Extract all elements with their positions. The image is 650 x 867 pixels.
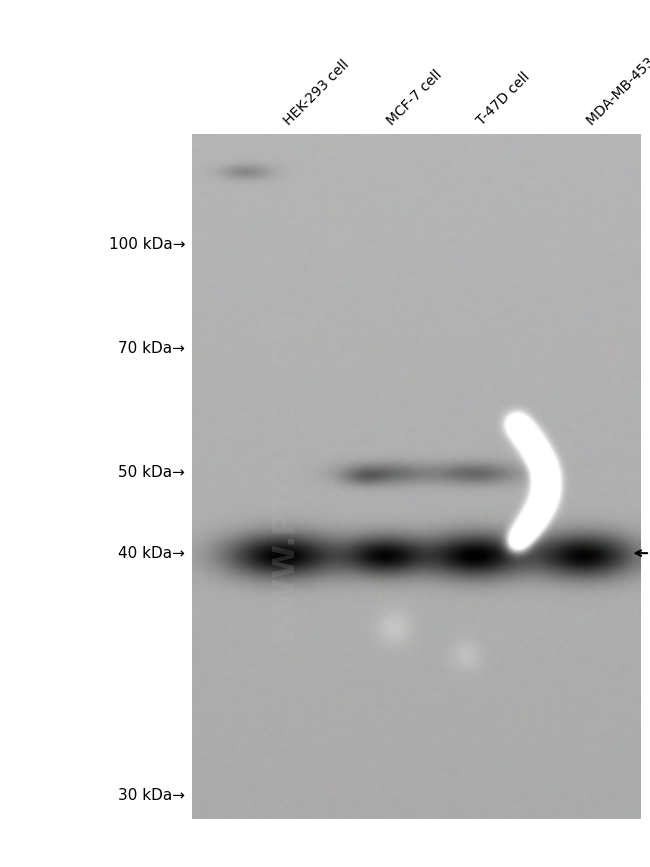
Text: T-47D cell: T-47D cell xyxy=(474,70,533,128)
Text: MDA-MB-453s cell: MDA-MB-453s cell xyxy=(584,30,650,128)
Text: 30 kDa→: 30 kDa→ xyxy=(118,787,185,803)
Text: 50 kDa→: 50 kDa→ xyxy=(118,465,185,480)
Text: MCF-7 cell: MCF-7 cell xyxy=(385,68,445,128)
Text: 40 kDa→: 40 kDa→ xyxy=(118,545,185,561)
Text: 70 kDa→: 70 kDa→ xyxy=(118,341,185,356)
Text: HEK-293 cell: HEK-293 cell xyxy=(281,57,352,128)
Text: 100 kDa→: 100 kDa→ xyxy=(109,237,185,252)
Text: WWW.PTGLAB.COM: WWW.PTGLAB.COM xyxy=(272,310,300,644)
